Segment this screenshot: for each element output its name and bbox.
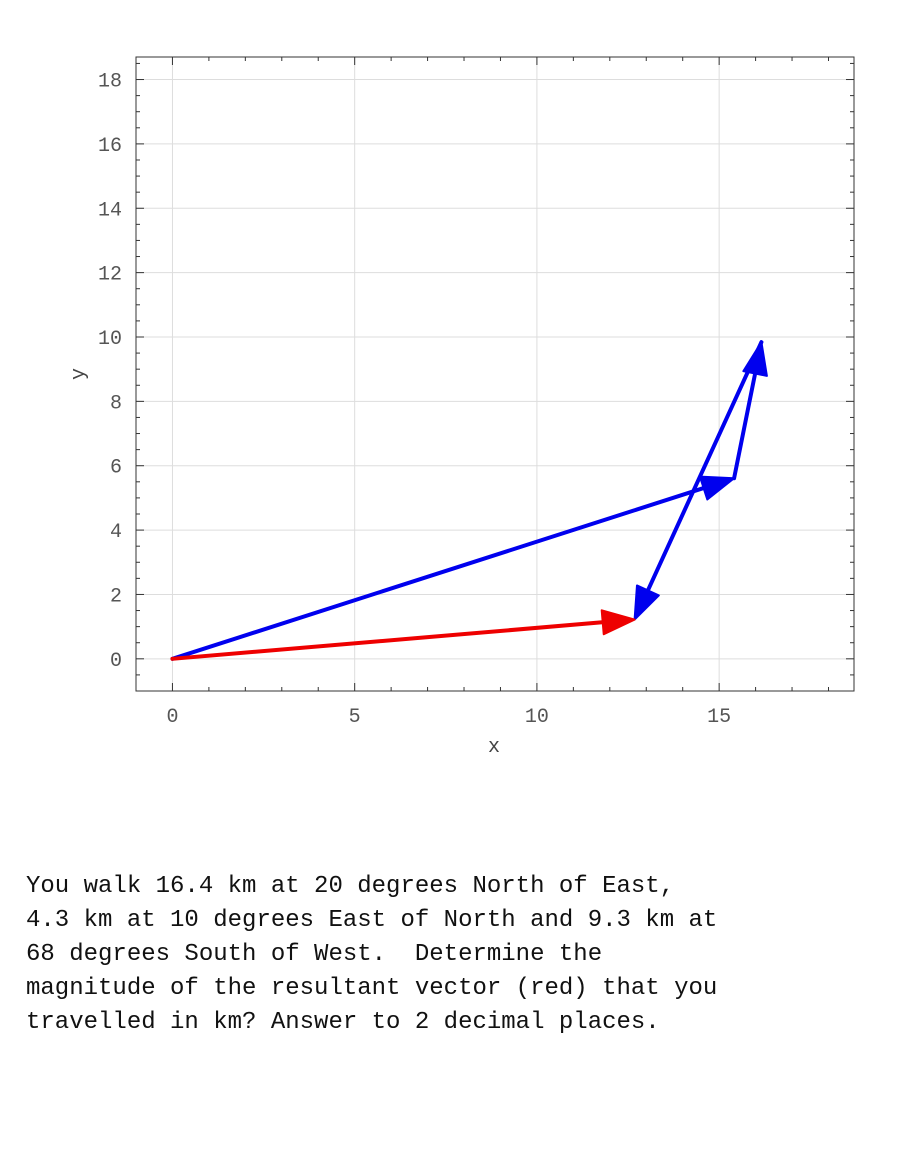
vector-shaft <box>732 367 758 481</box>
x-tick-label: 15 <box>707 706 731 729</box>
vector-shaft <box>170 484 710 661</box>
vector-3 <box>633 340 764 621</box>
vector-arrowhead <box>633 584 660 621</box>
y-tick-label: 16 <box>98 135 122 158</box>
x-tick-label: 0 <box>166 706 178 729</box>
y-tick-label: 0 <box>110 650 122 673</box>
ticks: 0 5 10 15 0 2 4 6 8 10 12 14 16 18 <box>98 57 854 729</box>
vector-arrowhead <box>698 475 736 501</box>
y-tick-label: 18 <box>98 71 122 94</box>
y-tick-label: 2 <box>110 585 122 608</box>
y-tick-label: 6 <box>110 457 122 480</box>
vectors <box>170 340 768 661</box>
vector-shaft <box>644 340 764 597</box>
vector-shaft <box>170 619 609 661</box>
x-tick-label: 5 <box>349 706 361 729</box>
question-text: You walk 16.4 km at 20 degrees North of … <box>26 873 718 1036</box>
vector-4 <box>170 609 636 661</box>
y-tick-label: 8 <box>110 392 122 415</box>
vector-chart: 0 5 10 15 0 2 4 6 8 10 12 14 16 18 x y <box>68 56 855 759</box>
vector-arrowhead <box>600 609 636 636</box>
y-tick-label: 10 <box>98 328 122 351</box>
y-axis-label: y <box>68 368 91 380</box>
y-tick-label: 4 <box>110 521 122 544</box>
vector-1 <box>170 475 736 661</box>
x-axis-label: x <box>488 736 500 759</box>
y-tick-label: 12 <box>98 264 122 287</box>
grid <box>136 57 854 691</box>
plot-frame <box>135 56 855 692</box>
x-tick-label: 10 <box>525 706 549 729</box>
y-tick-label: 14 <box>98 199 122 222</box>
